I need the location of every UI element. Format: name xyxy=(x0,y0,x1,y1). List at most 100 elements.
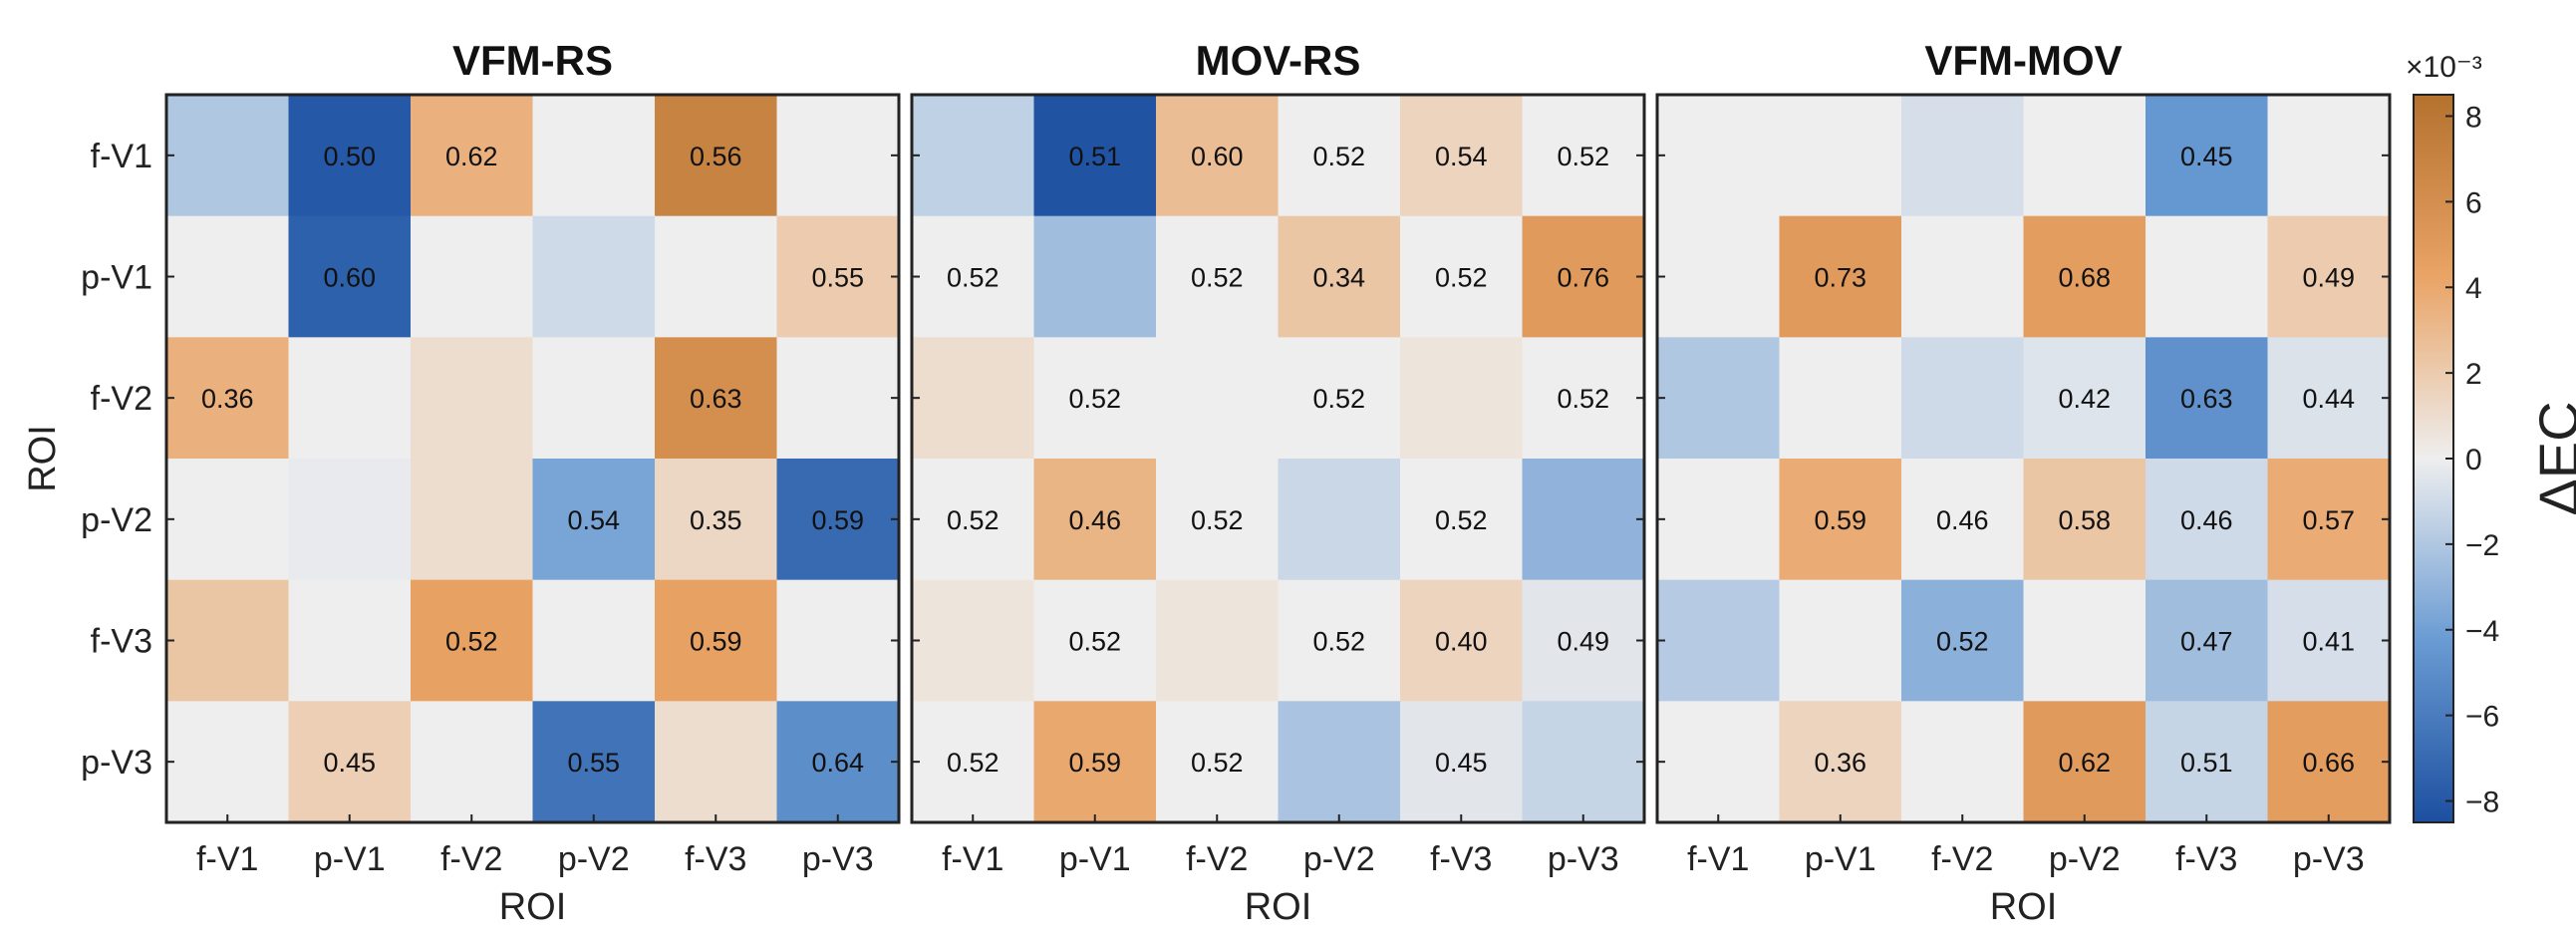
heatmap-cell xyxy=(1400,215,1524,338)
cell-value-label: 0.62 xyxy=(2058,748,2111,778)
heatmap-cell xyxy=(1033,215,1157,338)
heatmap-cell xyxy=(1522,95,1645,217)
x-tick-label: f-V2 xyxy=(1186,840,1248,878)
heatmap-cell xyxy=(655,701,778,823)
cell-value-label: 0.59 xyxy=(811,505,864,535)
cell-value-label: 0.51 xyxy=(2180,748,2233,778)
heatmap-cell xyxy=(655,215,778,338)
heatmap-cell xyxy=(532,459,656,581)
heatmap-cell xyxy=(2267,701,2391,823)
heatmap-cell xyxy=(1033,579,1157,702)
x-tick-label: p-V2 xyxy=(558,840,630,878)
cell-value-label: 0.52 xyxy=(1312,384,1365,414)
y-tick-label: f-V1 xyxy=(91,138,152,175)
colorbar-tick-label: −6 xyxy=(2465,701,2499,734)
heatmap-cell xyxy=(776,459,900,581)
colorbar-tick-label: −4 xyxy=(2465,615,2499,648)
heatmap-cell xyxy=(411,95,534,217)
heatmap-cell xyxy=(912,701,1035,823)
heatmap-cell xyxy=(2267,579,2391,702)
heatmap-cell xyxy=(1156,459,1280,581)
y-tick-label: p-V2 xyxy=(81,501,152,539)
cell-value-label: 0.52 xyxy=(445,627,498,657)
heatmap-cell xyxy=(2023,215,2147,338)
heatmap-cell xyxy=(776,701,900,823)
x-tick-label: p-V3 xyxy=(1548,840,1619,878)
cell-value-label: 0.66 xyxy=(2302,748,2355,778)
cell-value-label: 0.54 xyxy=(1435,142,1488,171)
cell-value-label: 0.46 xyxy=(2180,505,2233,535)
heatmap-cell xyxy=(776,215,900,338)
heatmap-cell xyxy=(1901,579,2025,702)
heatmap-cell xyxy=(1033,95,1157,217)
cell-value-label: 0.49 xyxy=(2302,263,2355,293)
cell-value-label: 0.36 xyxy=(1814,748,1866,778)
heatmap-cell xyxy=(411,459,534,581)
colorbar-tick-label: 8 xyxy=(2465,101,2482,134)
cell-value-label: 0.59 xyxy=(690,627,742,657)
cell-value-label: 0.46 xyxy=(1068,505,1121,535)
heatmap-cell xyxy=(1156,579,1280,702)
heatmap-cell xyxy=(1657,337,1781,460)
x-tick-label: p-V2 xyxy=(2049,840,2121,878)
colorbar: ×10⁻³ ΔEC −8 −6 −4 −2 0 2 4 6 8 xyxy=(2406,51,2576,823)
cell-value-label: 0.34 xyxy=(1312,263,1365,293)
heatmap-cell xyxy=(288,459,412,581)
cell-value-label: 0.54 xyxy=(567,505,620,535)
heatmap-cell xyxy=(532,215,656,338)
heatmap-cell xyxy=(2267,215,2391,338)
cell-value-label: 0.59 xyxy=(1068,748,1121,778)
heatmap-cell xyxy=(1657,95,1781,217)
heatmap-cell xyxy=(1901,95,2025,217)
heatmap-cell xyxy=(411,215,534,338)
x-tick-label: f-V2 xyxy=(1931,840,1993,878)
heatmap-cell xyxy=(2146,459,2269,581)
colorbar-tick-label: 2 xyxy=(2465,358,2482,391)
heatmap-cell xyxy=(411,701,534,823)
heatmap-cell xyxy=(2267,337,2391,460)
heatmap-cell xyxy=(288,95,412,217)
cell-value-label: 0.50 xyxy=(323,142,376,171)
cell-value-label: 0.40 xyxy=(1435,627,1488,657)
cell-value-label: 0.56 xyxy=(690,142,742,171)
heatmap-cell xyxy=(2267,95,2391,217)
heatmap-cell xyxy=(1522,459,1645,581)
heatmap-cell xyxy=(1156,701,1280,823)
x-tick-label: f-V1 xyxy=(196,840,258,878)
cell-value-label: 0.52 xyxy=(1557,384,1609,414)
heatmap-cell xyxy=(1522,337,1645,460)
cell-value-label: 0.60 xyxy=(323,263,376,293)
cell-value-label: 0.35 xyxy=(690,505,742,535)
cell-value-label: 0.52 xyxy=(1068,627,1121,657)
heatmap-cell xyxy=(1779,95,1902,217)
cell-value-label: 0.76 xyxy=(1557,263,1609,293)
heatmap-cell xyxy=(2146,215,2269,338)
y-tick-label: f-V2 xyxy=(91,380,152,418)
x-tick-label: f-V1 xyxy=(1687,840,1749,878)
y-tick-label: f-V3 xyxy=(91,623,152,661)
heatmap-cell xyxy=(2267,459,2391,581)
cell-value-label: 0.45 xyxy=(1435,748,1488,778)
cell-value-label: 0.68 xyxy=(2058,263,2111,293)
panel-mov-rs: 0.51 0.60 0.52 0.54 0.52 0.52 0.52 0.34 0.52 0.76… xyxy=(910,37,1646,928)
heatmap-cell xyxy=(288,579,412,702)
cell-value-label: 0.46 xyxy=(1936,505,1989,535)
colorbar-exponent-label: ×10⁻³ xyxy=(2406,51,2482,84)
heatmap-cell xyxy=(1657,459,1781,581)
heatmap-cell xyxy=(1033,459,1157,581)
x-tick-label: f-V1 xyxy=(942,840,1003,878)
heatmap-cell xyxy=(411,579,534,702)
cell-value-label: 0.52 xyxy=(1068,384,1121,414)
heatmap-cell xyxy=(2146,95,2269,217)
cell-value-label: 0.52 xyxy=(1191,748,1244,778)
panel-frame xyxy=(910,93,1646,824)
heatmap-cell xyxy=(1901,459,2025,581)
heatmap-cell xyxy=(1278,701,1401,823)
heatmap-cell xyxy=(1278,579,1401,702)
heatmap-cell xyxy=(166,579,290,702)
heatmap-cell xyxy=(2023,701,2147,823)
panel-title: MOV-RS xyxy=(1196,37,1361,84)
heatmap-cell xyxy=(1400,459,1524,581)
heatmap-cell xyxy=(655,337,778,460)
heatmap-cell xyxy=(1657,215,1781,338)
